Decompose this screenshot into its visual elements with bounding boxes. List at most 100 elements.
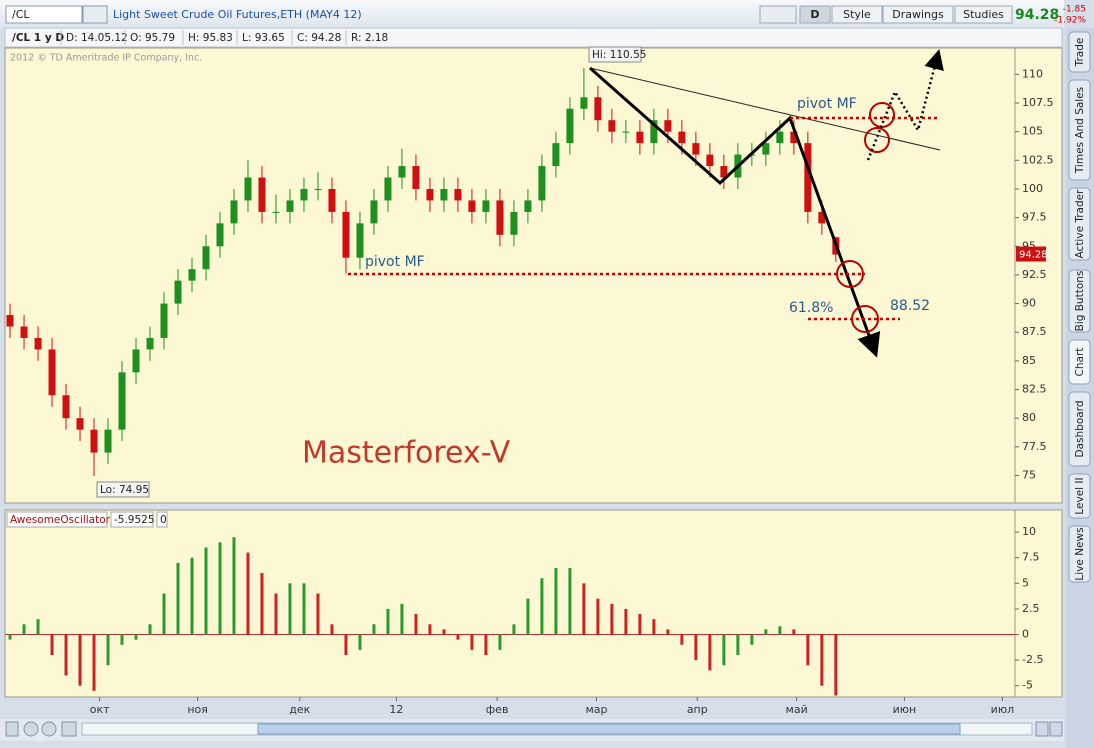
- zoom-out[interactable]: [5, 721, 19, 737]
- osc-bar: [134, 634, 138, 640]
- candle-body: [356, 223, 364, 258]
- osc-header: 0: [160, 514, 167, 526]
- x-tick-label: июн: [893, 703, 917, 716]
- osc-bar: [218, 542, 222, 635]
- sidebar-tab-label: Big Buttons: [1074, 271, 1086, 332]
- toolbar-button[interactable]: [954, 5, 1013, 24]
- osc-header: -5.9525: [114, 514, 155, 526]
- toolbar-button-label: Style: [843, 8, 871, 21]
- candle-body: [118, 372, 126, 430]
- sidebar-tab[interactable]: [1068, 339, 1091, 385]
- info-item: H: 95.83: [188, 32, 233, 44]
- sidebar-tab[interactable]: [1068, 79, 1091, 181]
- osc-bar: [50, 634, 54, 656]
- candle-body: [454, 188, 462, 201]
- osc-bar: [372, 624, 376, 635]
- annotation: 94.28: [1019, 250, 1048, 261]
- info-item: R: 2.18: [351, 32, 388, 44]
- scroll-thumb[interactable]: [257, 723, 961, 735]
- candle-body: [692, 143, 700, 155]
- osc-bar: [400, 603, 404, 635]
- y-tick-label: 77.5: [1022, 440, 1047, 453]
- toolbar-button[interactable]: [882, 5, 954, 24]
- osc-bar: [92, 634, 96, 691]
- price-panel: [4, 47, 1063, 504]
- y-tick-label: 2.5: [1022, 602, 1040, 615]
- y-tick-label: 75: [1022, 468, 1036, 481]
- osc-bar: [540, 578, 544, 635]
- sidebar-tab-label: Level II: [1074, 477, 1086, 514]
- candle-body: [468, 200, 476, 212]
- tools-button[interactable]: [759, 5, 797, 24]
- candle-body: [776, 131, 784, 144]
- candle-body: [552, 143, 560, 167]
- osc-bar: [358, 634, 362, 650]
- sidebar-tab[interactable]: [1068, 473, 1091, 519]
- candle-body: [216, 223, 224, 247]
- osc-bar: [568, 567, 572, 635]
- candle-body: [496, 200, 504, 235]
- candle-body: [286, 200, 294, 212]
- candle-body: [440, 188, 448, 201]
- wave-path: [589, 66, 881, 358]
- y-tick-label: 97.5: [1022, 211, 1047, 224]
- osc-bar: [302, 583, 306, 635]
- candle-body: [174, 280, 182, 304]
- osc-header: AwesomeOscillator: [10, 514, 111, 526]
- osc-bar: [624, 608, 628, 635]
- change: -1.85: [1063, 5, 1086, 15]
- candle-body: [426, 188, 434, 201]
- symbol-dropdown[interactable]: [82, 5, 108, 24]
- y-tick-label: 5: [1022, 576, 1029, 589]
- candle-body: [132, 349, 140, 373]
- scroll-end[interactable]: [1049, 721, 1063, 737]
- osc-bar: [232, 537, 236, 635]
- y-tick-label: -5: [1022, 679, 1033, 692]
- x-tick-label: дек: [289, 703, 310, 716]
- zoom-fit[interactable]: [61, 721, 77, 737]
- symbol-input[interactable]: [5, 5, 83, 24]
- sidebar-tab[interactable]: [1068, 269, 1091, 333]
- y-tick-label: 105: [1022, 125, 1043, 138]
- candle-body: [706, 154, 714, 167]
- candle-body: [188, 269, 196, 281]
- annotation: Masterforex-V: [302, 436, 511, 471]
- toolbar-button[interactable]: [799, 5, 831, 24]
- osc-bar: [162, 593, 166, 635]
- info-item: O: 95.79: [130, 32, 175, 44]
- candle-body: [804, 143, 812, 212]
- info-item: /CL 1 y D: [12, 32, 64, 44]
- candle-body: [62, 395, 70, 419]
- candle-body: [314, 188, 322, 190]
- osc-bar: [638, 614, 642, 635]
- sidebar-tab[interactable]: [1068, 31, 1091, 73]
- toolbar-button[interactable]: [831, 5, 883, 24]
- symbol: /CL: [12, 8, 30, 21]
- zoom-reset[interactable]: [41, 721, 57, 737]
- osc-bar: [22, 624, 26, 635]
- osc-bar: [106, 634, 110, 666]
- info-item: C: 94.28: [297, 32, 341, 44]
- sidebar-tab[interactable]: [1068, 187, 1091, 261]
- y-tick-label: 80: [1022, 411, 1036, 424]
- watermark: 2012 © TD Ameritrade IP Company, Inc.: [10, 53, 202, 64]
- osc-bar: [316, 593, 320, 635]
- osc-bar: [596, 598, 600, 635]
- sidebar-tab[interactable]: [1068, 525, 1091, 583]
- sidebar-tab-label: Active Trader: [1074, 189, 1086, 259]
- osc-bar: [722, 634, 726, 666]
- osc-bar: [64, 634, 68, 676]
- scroll-right[interactable]: [1035, 721, 1049, 737]
- candle-body: [412, 166, 420, 189]
- sidebar-tab-label: Trade: [1074, 38, 1086, 68]
- osc-bar: [512, 624, 516, 635]
- osc-bar: [834, 634, 838, 696]
- sidebar-tab[interactable]: [1068, 391, 1091, 467]
- candle-body: [370, 200, 378, 224]
- y-tick-label: 110: [1022, 67, 1043, 80]
- osc-bar: [554, 567, 558, 635]
- osc-bar: [484, 634, 488, 656]
- zoom-in[interactable]: [23, 721, 39, 737]
- osc-bar: [708, 634, 712, 671]
